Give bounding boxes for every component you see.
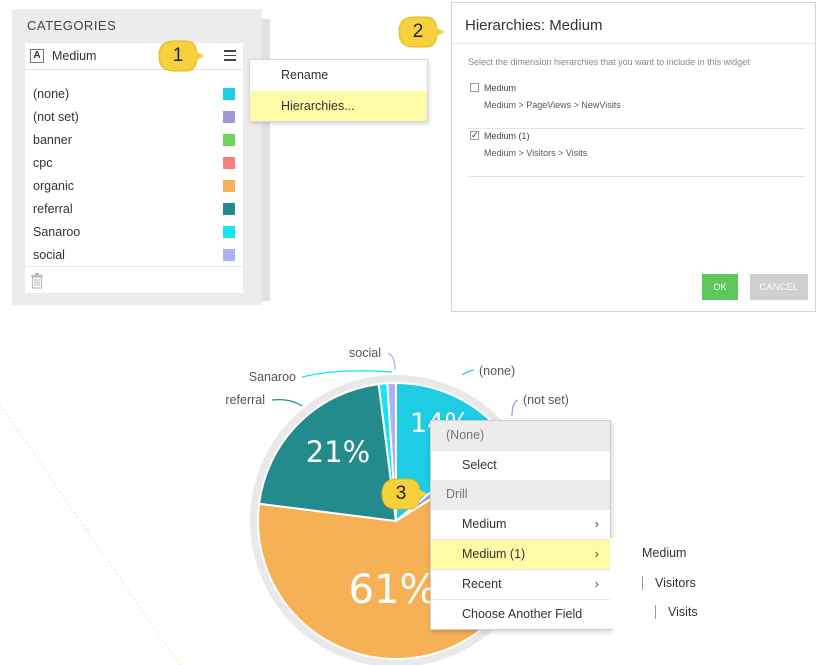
checkbox-checked-icon[interactable]: ✓ — [470, 130, 479, 140]
callout-1: 1 — [158, 40, 205, 72]
category-item[interactable]: (not set) — [33, 106, 235, 129]
hamburger-icon[interactable] — [224, 50, 236, 61]
hierarchies-dialog: Hierarchies: Medium Select the dimension… — [451, 2, 816, 312]
hierarchy-name: Medium — [484, 83, 517, 93]
submenu-item-visits[interactable]: Visits — [668, 605, 698, 619]
hierarchy-option[interactable]: Medium Medium > PageViews > NewVisits — [468, 80, 805, 129]
color-swatch[interactable] — [223, 134, 235, 146]
dialog-title: Hierarchies: Medium — [465, 17, 603, 34]
category-item[interactable]: banner — [33, 129, 235, 152]
color-swatch[interactable] — [223, 88, 235, 100]
hierarchy-path: Medium > PageViews > NewVisits — [484, 100, 621, 110]
slice-name-label: referral — [225, 393, 265, 407]
category-label: social — [33, 248, 65, 262]
categories-panel: CATEGORIES A Medium (none) (not set) banne… — [12, 9, 270, 305]
category-field-card: A Medium (none) (not set) banner cpc organic… — [25, 43, 243, 293]
category-item[interactable]: organic — [33, 175, 235, 198]
menu-item-medium-1[interactable]: Medium (1) › — [431, 540, 610, 570]
drill-submenu: Medium Visitors Visits — [610, 538, 734, 628]
hierarchy-path: Medium > Visitors > Visits — [484, 148, 588, 158]
callout-3: 3 — [381, 478, 428, 510]
slice-percent-label: 61% — [349, 567, 438, 613]
checkbox-unchecked-icon[interactable] — [470, 83, 479, 92]
menu-item-choose-another-field[interactable]: Choose Another Field — [462, 607, 583, 621]
panel-scroll-strip — [262, 19, 270, 301]
menu-header-none: (None) — [431, 421, 610, 451]
callout-number: 1 — [172, 45, 184, 66]
category-label: organic — [33, 179, 74, 193]
category-item[interactable]: Sanaroo — [33, 221, 235, 244]
chevron-right-icon: › — [594, 516, 599, 531]
menu-item-hierarchies[interactable]: Hierarchies... — [250, 91, 427, 121]
cancel-button[interactable]: CANCEL — [750, 274, 808, 300]
slice-percent-label: 21% — [306, 435, 370, 469]
trash-icon[interactable] — [30, 273, 44, 289]
ok-button[interactable]: OK — [702, 274, 738, 300]
hierarchy-name: Medium (1) — [484, 131, 530, 141]
background-guide-line — [0, 404, 181, 665]
callout-number: 3 — [395, 483, 407, 504]
chevron-right-icon: › — [594, 576, 599, 591]
category-label: referral — [33, 202, 73, 216]
pie-slice-referral[interactable] — [257, 382, 398, 523]
categories-title: CATEGORIES — [27, 18, 117, 33]
pie-leader-lines — [271, 352, 519, 417]
menu-item-recent[interactable]: Recent › — [431, 570, 610, 600]
leader-line — [461, 369, 475, 376]
category-label: banner — [33, 133, 72, 147]
color-swatch[interactable] — [223, 226, 235, 238]
chart-context-menu: (None) Select Drill Medium › Medium (1) › … — [430, 420, 611, 630]
slice-name-label: (not set) — [523, 393, 569, 407]
hierarchy-option[interactable]: ✓ Medium (1) Medium > Visitors > Visits — [468, 128, 805, 177]
text-type-icon: A — [30, 49, 44, 63]
category-field-header: A Medium — [25, 43, 243, 70]
category-item[interactable]: referral — [33, 198, 235, 221]
leader-line — [511, 399, 519, 417]
category-label: Sanaroo — [33, 225, 81, 239]
callout-2: 2 — [398, 16, 445, 48]
dialog-divider — [452, 43, 815, 44]
field-context-menu: Rename Hierarchies... — [249, 59, 428, 122]
submenu-item-medium[interactable]: Medium — [642, 546, 687, 560]
field-name: Medium — [52, 49, 97, 63]
callout-number: 2 — [412, 21, 424, 42]
menu-header-drill: Drill — [431, 480, 610, 510]
leader-line — [301, 370, 393, 378]
leader-line — [271, 398, 303, 407]
category-item[interactable]: (none) — [33, 83, 235, 106]
color-swatch[interactable] — [223, 180, 235, 192]
leader-line — [387, 352, 396, 371]
pie-labels: 14%(none)(not set)61%21%referralSanaroos… — [225, 346, 568, 613]
category-label: cpc — [33, 156, 53, 170]
menu-item-medium[interactable]: Medium › — [431, 510, 610, 540]
category-label: (not set) — [33, 110, 79, 124]
color-swatch[interactable] — [223, 157, 235, 169]
chevron-right-icon: › — [594, 546, 599, 561]
category-item[interactable]: social — [33, 244, 235, 267]
slice-name-label: (none) — [479, 364, 515, 378]
menu-item-rename[interactable]: Rename — [281, 68, 329, 82]
color-swatch[interactable] — [223, 203, 235, 215]
category-item[interactable]: cpc — [33, 152, 235, 175]
color-swatch[interactable] — [223, 111, 235, 123]
hierarchy-indent-line — [642, 576, 643, 590]
hierarchy-indent-line — [655, 605, 656, 619]
category-footer — [25, 266, 243, 294]
menu-item-select[interactable]: Select — [431, 451, 610, 481]
color-swatch[interactable] — [223, 249, 235, 261]
slice-name-label: social — [349, 346, 381, 360]
slice-name-label: Sanaroo — [249, 370, 296, 384]
submenu-item-visitors[interactable]: Visitors — [655, 576, 696, 590]
dialog-instruction: Select the dimension hierarchies that yo… — [468, 57, 750, 67]
category-label: (none) — [33, 87, 70, 101]
